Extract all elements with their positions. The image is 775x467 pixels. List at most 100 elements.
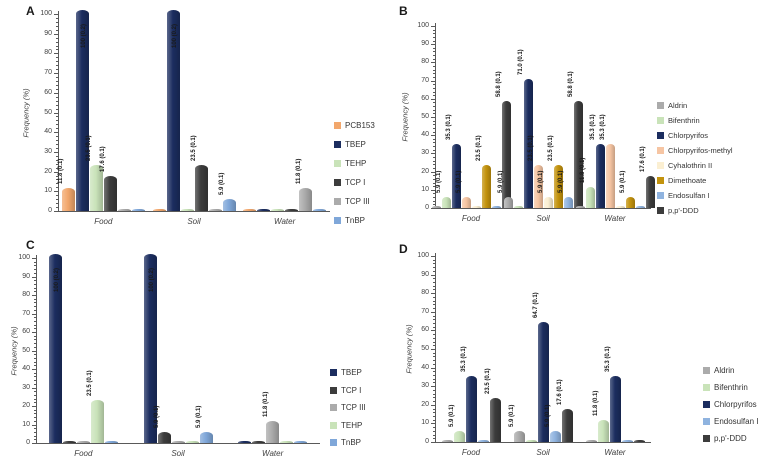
bar-slot <box>513 26 523 208</box>
y-minor-tick <box>34 272 36 274</box>
bar-value-label: 11.8 (0.1) <box>58 158 65 184</box>
bar-slot: 58.8 (0.1) <box>568 26 583 209</box>
y-minor-tick <box>34 287 36 289</box>
bar-endosulfan-i <box>563 197 573 208</box>
y-major-tick <box>54 112 58 114</box>
bar-slot: 11.8 (0.1) <box>580 26 595 209</box>
bar-tcp-iii <box>208 209 222 211</box>
y-minor-tick <box>433 408 435 410</box>
bar-tbep <box>48 254 62 443</box>
y-minor-tick <box>433 382 435 384</box>
y-minor-tick <box>56 136 58 138</box>
y-major-tick <box>431 274 435 276</box>
bar-slot: 23.5 (0.1) <box>528 26 543 208</box>
y-minor-tick <box>56 41 58 43</box>
bar-tehp <box>280 441 294 443</box>
legend-label: TEHP <box>345 159 367 168</box>
x-category-label-water: Water <box>604 448 626 457</box>
y-minor-tick <box>433 371 435 373</box>
x-category-label-food: Food <box>94 217 113 226</box>
bar-chlorpyrifos <box>523 78 533 209</box>
y-minor-tick <box>34 354 36 356</box>
legend-item-tbep: TBEP <box>330 364 366 382</box>
y-minor-tick <box>433 204 435 206</box>
legend-swatch-icon <box>657 207 664 214</box>
y-minor-tick <box>433 278 435 280</box>
y-minor-tick <box>56 144 58 146</box>
bar-group-food: 5.9 (0.1) 35.3 (0.1) 5.9 (0.1) 23.5 (0.1) 58… <box>431 26 511 209</box>
y-minor-tick <box>34 391 36 393</box>
bar-value-label: 5.9 (0.1) <box>449 404 455 428</box>
y-minor-tick <box>34 324 36 326</box>
bar-slot: 100 (0.2) <box>166 10 180 211</box>
y-minor-tick <box>56 140 58 142</box>
legend-label: TCP III <box>341 403 366 413</box>
legend-label: Dimethoate <box>668 176 707 185</box>
bar-value-label: 23.5 (0.1) <box>191 135 197 161</box>
y-minor-tick <box>56 207 58 209</box>
y-minor-tick <box>56 163 58 165</box>
legend-swatch-icon <box>334 179 341 186</box>
y-minor-tick <box>56 65 58 67</box>
bar-tbep <box>166 10 180 211</box>
bar-tnbp <box>222 199 236 211</box>
bar-slot: 23.5 (0.1) <box>476 26 491 208</box>
bar-tnbp <box>294 441 308 443</box>
y-minor-tick <box>433 51 435 53</box>
bar-value-label: 100 (0.2) <box>80 23 87 48</box>
bar-aldrin <box>441 440 453 442</box>
bar-value-label: 35.3 (0.1) <box>461 346 467 373</box>
bar-p-p-ddd <box>561 409 573 442</box>
bar-tcp-i <box>62 441 76 443</box>
bar-p-p-ddd <box>489 398 501 442</box>
legend-item-tehp: TEHP <box>334 154 375 173</box>
y-minor-tick <box>34 320 36 322</box>
legend-item-cyhalothrin-ii: Cyhalothrin II <box>657 158 733 173</box>
y-minor-tick <box>433 76 435 78</box>
y-minor-tick <box>433 164 435 166</box>
y-minor-tick <box>56 116 58 118</box>
legend-swatch-icon <box>703 435 710 442</box>
y-minor-tick <box>433 430 435 432</box>
y-minor-tick <box>56 159 58 161</box>
bar-cyhalothrin-ii <box>543 197 553 208</box>
y-tick-label: 80 <box>44 49 52 57</box>
y-minor-tick <box>34 317 36 319</box>
y-major-tick <box>54 191 58 193</box>
y-major-tick <box>431 153 435 155</box>
legend-swatch-icon <box>334 141 341 148</box>
bar-group-soil: 100 (0.2) 5.9 (0.1) 5.9 (0.1) <box>143 254 213 443</box>
bar-aldrin <box>431 206 441 208</box>
legend-label: TnBP <box>345 216 366 225</box>
bar-slot <box>280 258 294 443</box>
bar-slot: 23.5 (0.1) <box>86 14 103 212</box>
bar-tcp-iii <box>299 187 313 212</box>
legend-swatch-icon <box>330 386 337 394</box>
y-minor-tick <box>56 25 58 27</box>
y-minor-tick <box>433 389 435 391</box>
y-minor-tick <box>433 352 435 354</box>
bar-pcb153 <box>243 209 257 211</box>
y-minor-tick <box>433 157 435 159</box>
bar-chlorpyrifos-methyl <box>533 165 543 208</box>
y-minor-tick <box>433 73 435 75</box>
bar-slot: 23.5 (0.1) <box>87 258 104 444</box>
bar-slot: 5.9 (0.1) <box>620 26 635 208</box>
y-tick-label: 90 <box>22 272 30 280</box>
y-tick-label: 70 <box>421 76 429 84</box>
y-minor-tick <box>433 334 435 336</box>
y-minor-tick <box>34 409 36 411</box>
y-tick-label: 40 <box>44 128 52 136</box>
bar-slot <box>208 14 222 211</box>
y-minor-tick <box>433 345 435 347</box>
bar-slot: 5.9 (0.1) <box>538 26 553 208</box>
y-major-tick <box>32 258 36 259</box>
y-minor-tick <box>433 106 435 108</box>
bar-group-food: 11.8 (0.1) 100 (0.2) 23.5 (0.1) 17.6 (0.1) <box>58 10 145 212</box>
y-minor-tick <box>433 419 435 421</box>
y-minor-tick <box>433 282 435 284</box>
legend-label: TCP I <box>341 385 362 395</box>
y-minor-tick <box>433 397 435 399</box>
y-minor-tick <box>433 69 435 71</box>
bar-slot <box>635 26 645 208</box>
